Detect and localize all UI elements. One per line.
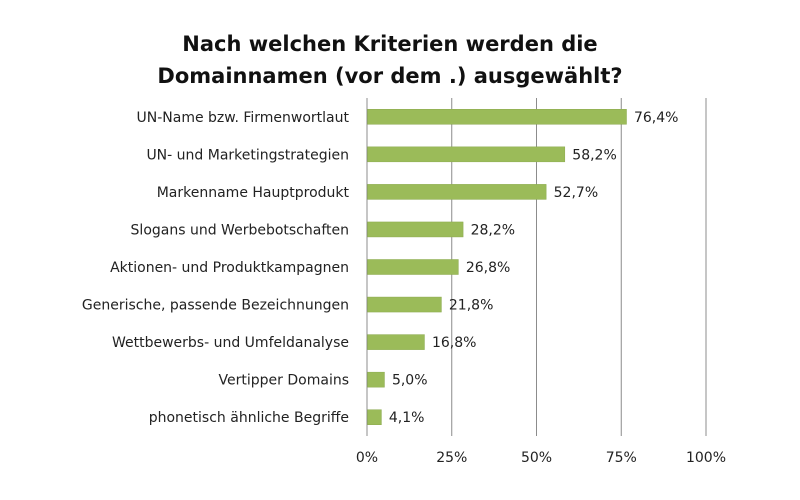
chart-title-line-1: Nach welchen Kriterien werden die	[182, 32, 598, 56]
data-label: 16,8%	[432, 335, 476, 351]
category-label: Wettbewerbs- und Umfeldanalyse	[112, 335, 349, 351]
bar	[367, 371, 385, 388]
category-label: Markenname Hauptprodukt	[157, 185, 350, 201]
category-label: Generische, passende Bezeichnungen	[82, 298, 349, 314]
bar	[367, 146, 566, 163]
bar	[367, 334, 425, 350]
labels: 0% 25% 50% 75% 100% UN-Name bzw. Firmenwortla…	[82, 110, 726, 466]
data-label: 4,1%	[389, 410, 425, 426]
category-label: Aktionen- und Produktkampagnen	[110, 260, 349, 276]
bar	[367, 221, 464, 238]
category-label: UN-Name bzw. Firmenwortlaut	[137, 110, 350, 126]
x-tick-label: 25%	[436, 450, 467, 466]
bar	[367, 409, 382, 425]
data-label: 5,0%	[392, 373, 428, 389]
chart-title-line-2: Domainnamen (vor dem .) ausgewählt?	[157, 64, 623, 88]
category-label: phonetisch ähnliche Begriffe	[149, 410, 349, 426]
data-label: 76,4%	[634, 110, 678, 126]
bar	[367, 259, 459, 275]
x-tick-label: 75%	[606, 450, 637, 466]
bar	[367, 109, 627, 125]
bar	[367, 184, 547, 200]
data-label: 26,8%	[466, 260, 510, 276]
data-label: 21,8%	[449, 298, 493, 314]
grid-lines	[366, 98, 707, 436]
data-label: 58,2%	[572, 147, 616, 163]
x-tick-label: 50%	[521, 450, 552, 466]
bar	[367, 296, 442, 313]
category-label: Slogans und Werbebotschaften	[131, 222, 349, 238]
data-label: 52,7%	[554, 185, 598, 201]
category-label: Vertipper Domains	[219, 373, 349, 389]
bars	[367, 109, 627, 425]
category-label: UN- und Marketingstrategien	[146, 147, 349, 163]
x-tick-label: 100%	[686, 450, 726, 466]
chart-title: Nach welchen Kriterien werden die Domain…	[110, 28, 670, 92]
x-tick-label: 0%	[356, 450, 378, 466]
data-label: 28,2%	[471, 222, 515, 238]
